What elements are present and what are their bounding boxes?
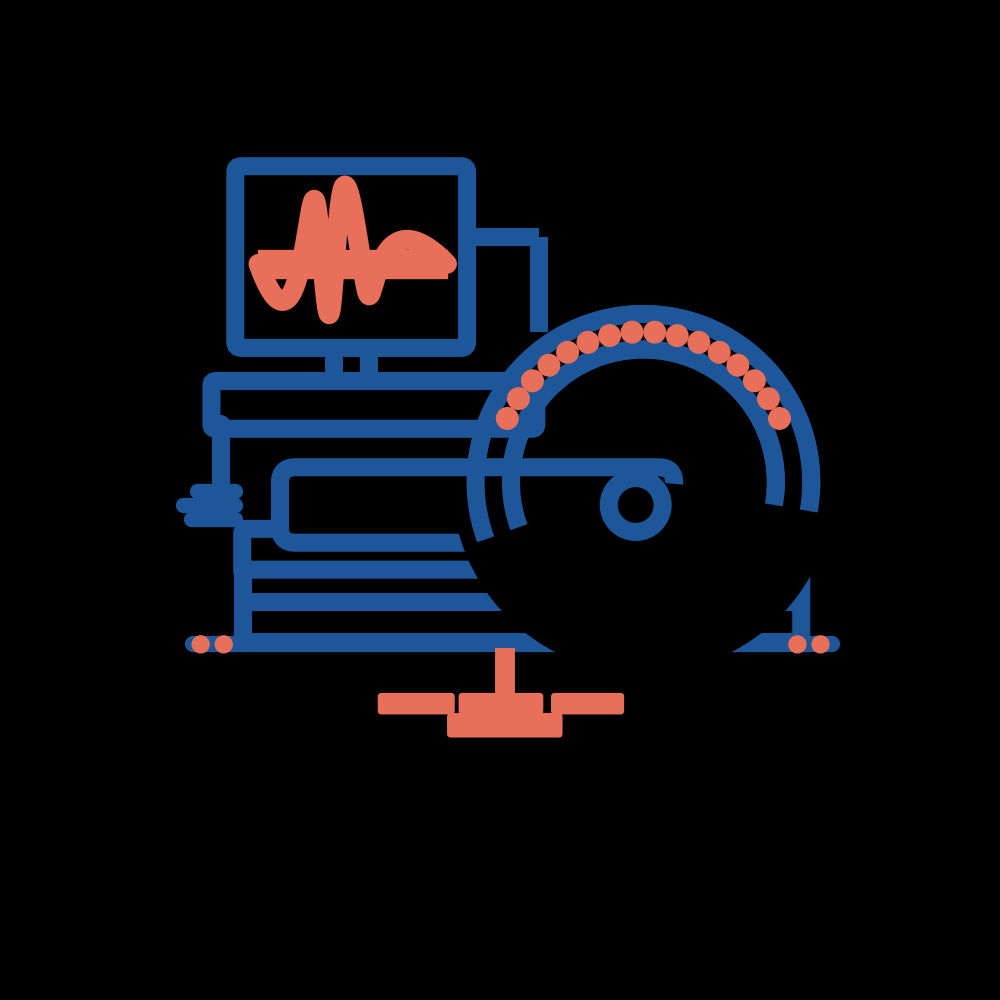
FancyBboxPatch shape — [280, 467, 674, 543]
FancyBboxPatch shape — [378, 693, 455, 714]
Circle shape — [621, 321, 643, 343]
FancyBboxPatch shape — [459, 693, 543, 714]
Polygon shape — [459, 482, 834, 673]
FancyBboxPatch shape — [243, 602, 801, 642]
Circle shape — [744, 370, 765, 392]
Circle shape — [522, 370, 543, 392]
Circle shape — [577, 332, 599, 353]
Circle shape — [769, 408, 790, 429]
Circle shape — [666, 325, 688, 346]
Circle shape — [688, 332, 710, 353]
Circle shape — [727, 354, 749, 376]
Circle shape — [557, 342, 578, 363]
Circle shape — [599, 325, 620, 346]
Circle shape — [215, 636, 232, 653]
FancyBboxPatch shape — [243, 570, 801, 607]
FancyBboxPatch shape — [211, 381, 536, 429]
Circle shape — [708, 342, 730, 363]
Circle shape — [812, 636, 829, 653]
Circle shape — [192, 636, 209, 653]
Circle shape — [508, 388, 529, 409]
Circle shape — [758, 388, 779, 409]
Circle shape — [644, 321, 666, 343]
Circle shape — [538, 354, 560, 376]
FancyBboxPatch shape — [551, 693, 624, 714]
Circle shape — [609, 478, 663, 532]
Circle shape — [497, 408, 518, 429]
FancyBboxPatch shape — [242, 529, 802, 575]
Circle shape — [789, 636, 806, 653]
FancyBboxPatch shape — [235, 166, 467, 348]
FancyBboxPatch shape — [447, 713, 563, 738]
